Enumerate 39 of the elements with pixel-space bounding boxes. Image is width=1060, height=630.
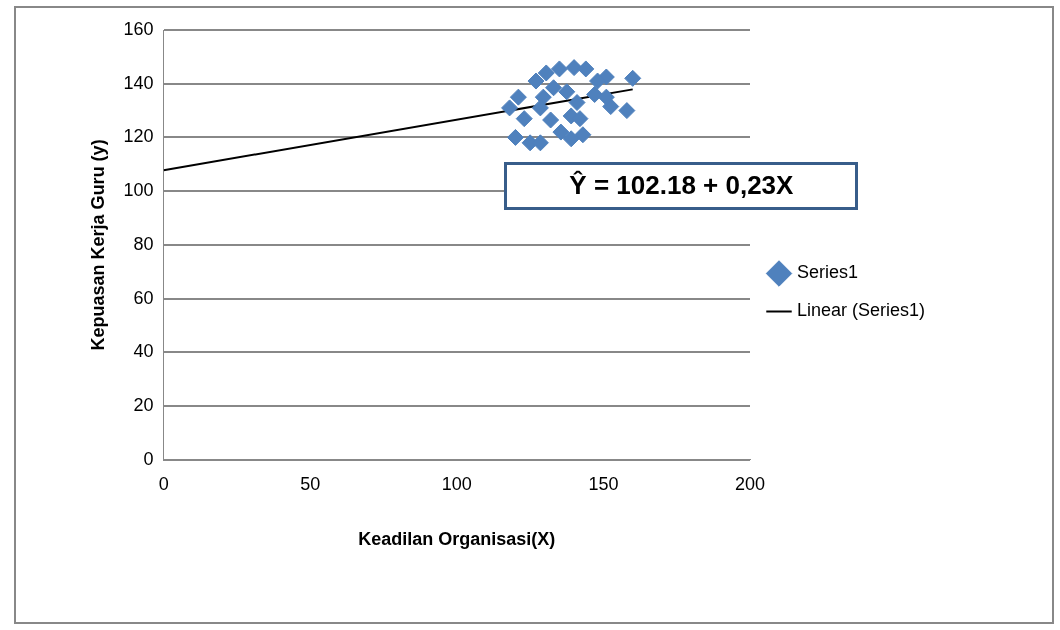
x-tick-label: 100	[441, 473, 472, 494]
y-tick-label: 120	[123, 126, 154, 147]
point	[509, 88, 527, 106]
x-tick-label: 0	[158, 473, 169, 494]
point	[515, 110, 533, 128]
point	[577, 60, 595, 78]
point	[562, 130, 580, 148]
y-tick-label: 160	[123, 18, 154, 39]
point	[597, 88, 615, 106]
point	[552, 123, 570, 141]
point	[618, 102, 636, 120]
x-tick-label: 150	[588, 473, 619, 494]
legend-label: Series1	[797, 262, 859, 283]
point	[527, 72, 545, 90]
y-tick-label: 80	[133, 233, 154, 254]
y-tick-label: 40	[133, 341, 154, 362]
legend-label: Linear (Series1)	[797, 300, 926, 321]
point	[542, 111, 560, 129]
x-tick-label: 50	[300, 473, 321, 494]
y-axis-title: Kepuasan Kerja Guru (y)	[87, 139, 108, 351]
point	[558, 83, 576, 101]
point	[568, 94, 586, 112]
y-tick-label: 0	[143, 448, 154, 469]
point	[501, 99, 519, 117]
y-tick-label: 20	[133, 395, 154, 416]
point	[565, 59, 583, 77]
point	[531, 99, 549, 117]
point	[624, 69, 642, 87]
point	[537, 64, 555, 82]
y-tick-label: 60	[133, 287, 154, 308]
equation-box: Ŷ = 102.18 + 0,23X	[504, 161, 859, 210]
point	[506, 128, 524, 146]
y-tick-label: 100	[123, 180, 154, 201]
x-axis-title: Keadilan Organisasi(X)	[358, 529, 556, 550]
y-tick-label: 140	[123, 72, 154, 93]
point	[545, 79, 563, 97]
x-tick-label: 200	[734, 473, 766, 494]
point	[574, 126, 592, 144]
point	[550, 60, 568, 78]
